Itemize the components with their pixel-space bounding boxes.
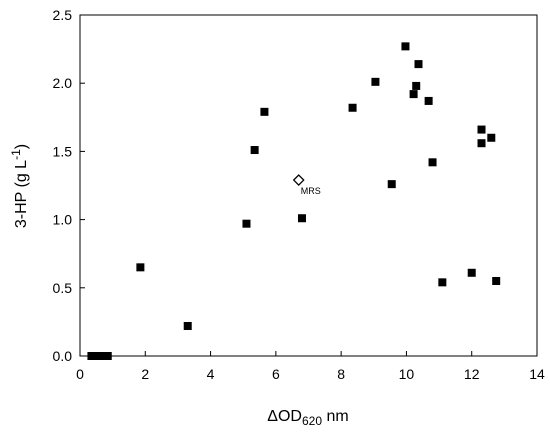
- x-axis-title-unit: nm: [322, 408, 349, 425]
- y-tick-label: 1.5: [53, 143, 73, 159]
- data-point-square: [183, 321, 192, 330]
- data-point-square: [371, 77, 380, 86]
- x-tick-label: 0: [76, 366, 84, 382]
- data-point-square: [467, 268, 476, 277]
- annotation-label: MRS: [301, 186, 321, 196]
- y-tick-label: 0.5: [53, 280, 73, 296]
- data-point-square: [136, 263, 145, 272]
- data-point-square: [260, 107, 269, 116]
- y-axis-title: 3-HP (g L-1): [9, 144, 30, 228]
- data-point-square: [348, 103, 357, 112]
- data-point-square: [487, 133, 496, 142]
- x-tick-label: 8: [337, 366, 345, 382]
- data-point-square: [477, 125, 486, 134]
- x-axis-title-main: ΔOD: [267, 408, 302, 425]
- y-tick-label: 2.5: [53, 7, 73, 23]
- data-point-square: [401, 42, 410, 51]
- data-point-square: [428, 158, 437, 167]
- data-point-square: [297, 214, 306, 223]
- data-point-square: [477, 139, 486, 148]
- x-axis-title-subscript: 620: [302, 414, 322, 428]
- x-tick-label: 14: [529, 366, 545, 382]
- data-point-square: [438, 278, 447, 287]
- x-tick-label: 10: [399, 366, 415, 382]
- x-tick-label: 4: [207, 366, 215, 382]
- data-point-square: [492, 276, 501, 285]
- x-tick-label: 2: [141, 366, 149, 382]
- plot-area: [79, 14, 538, 357]
- y-tick-label: 1.0: [53, 212, 73, 228]
- y-axis-title-superscript: -1: [9, 149, 23, 160]
- y-axis-ticks: 0.0 0.5 1.0 1.5 2.0 2.5: [53, 7, 85, 364]
- data-point-diamond: [292, 174, 305, 186]
- data-point-square: [409, 90, 418, 99]
- x-tick-label: 6: [272, 366, 280, 382]
- data-point-square: [242, 219, 251, 228]
- data-point-square: [414, 60, 423, 69]
- data-point-square: [412, 81, 421, 90]
- x-tick-label: 12: [464, 366, 480, 382]
- x-axis-title: ΔOD620 nm: [267, 408, 348, 428]
- y-tick-label: 0.0: [53, 348, 73, 364]
- data-point-square: [424, 96, 433, 105]
- data-point-square: [387, 180, 396, 189]
- y-tick-label: 2.0: [53, 75, 73, 91]
- y-axis-title-end: ): [13, 144, 30, 149]
- x-axis-ticks: 0 2 4 6 8 10 12 14: [76, 351, 545, 382]
- annotations: MRS: [301, 186, 321, 196]
- data-point-square: [250, 146, 259, 155]
- data-point-square: [103, 352, 112, 360]
- y-axis-title-main: 3-HP (g L: [13, 160, 30, 228]
- data-points: [87, 42, 501, 360]
